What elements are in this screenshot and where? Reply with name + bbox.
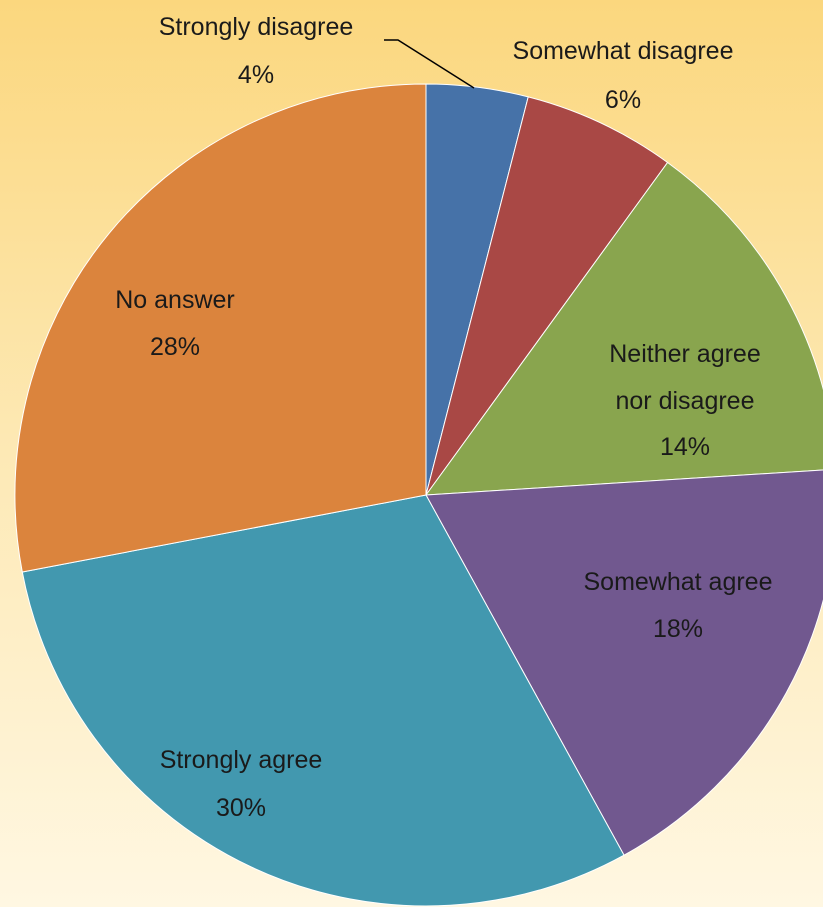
pie-slice-somewhat-agree (425, 469, 823, 856)
slice-label-neither-line1: Neither agree (609, 340, 760, 368)
strongly-disagree-leader-line (384, 39, 475, 89)
slice-value-strongly-disagree: 4% (238, 61, 274, 89)
slice-value-somewhat-disagree: 6% (605, 86, 641, 114)
slice-value-neither: 14% (660, 433, 710, 461)
slice-label-somewhat-disagree: Somewhat disagree (513, 37, 734, 65)
pie-slice-neither-agree-nor-disagree (424, 161, 823, 496)
slice-label-neither-line2: nor disagree (616, 387, 755, 415)
slice-value-somewhat-agree: 18% (653, 615, 703, 643)
pie-slice-somewhat-disagree (425, 96, 669, 496)
slice-label-somewhat-agree: Somewhat agree (583, 568, 772, 596)
slice-label-no-answer: No answer (115, 286, 235, 314)
slice-label-strongly-agree: Strongly agree (160, 746, 323, 774)
slice-value-strongly-agree: 30% (216, 794, 266, 822)
slice-value-no-answer: 28% (150, 333, 200, 361)
slice-label-strongly-disagree: Strongly disagree (159, 13, 354, 41)
pie-slice-strongly-agree (21, 494, 625, 907)
pie-slice-no-answer (14, 83, 427, 573)
pie-slices (14, 83, 823, 907)
